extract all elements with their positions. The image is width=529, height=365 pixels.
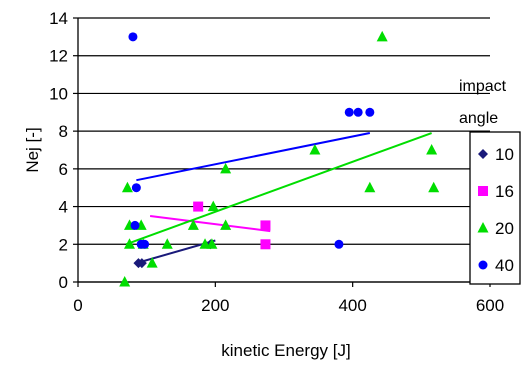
x-axis-label: kinetic Energy [J] — [221, 341, 350, 360]
trendline-series-16 — [149, 215, 271, 233]
y-tick-label-0: 0 — [59, 273, 68, 292]
y-axis-label: Nej [-] — [23, 127, 42, 172]
point-series-40-6 — [344, 107, 354, 117]
legend-title-line-2: angle — [459, 110, 498, 127]
y-tick-label-10: 10 — [49, 84, 68, 103]
x-tick-label-200: 200 — [201, 296, 229, 315]
legend-marker-10 — [478, 149, 488, 159]
legend-box — [469, 131, 521, 285]
y-tick-label-4: 4 — [59, 198, 68, 217]
point-series-20-7 — [161, 238, 173, 249]
point-series-40-8 — [365, 107, 375, 117]
point-series-20-17 — [426, 144, 438, 155]
x-tick-label-400: 400 — [338, 296, 366, 315]
point-series-20-6 — [146, 257, 158, 268]
point-series-20-11 — [207, 200, 219, 212]
trendline-series-20 — [125, 132, 432, 246]
point-series-10-1 — [136, 258, 147, 269]
x-tick-label-600: 600 — [476, 296, 504, 315]
point-series-20-12 — [220, 162, 232, 174]
point-series-16-0 — [193, 201, 204, 212]
legend: impact angle 10 16 20 40 — [459, 78, 521, 285]
point-series-40-4 — [140, 239, 150, 249]
point-series-16-1 — [260, 220, 271, 231]
point-series-40-1 — [130, 220, 140, 230]
y-tick-label-8: 8 — [59, 122, 68, 141]
y-tick-label-2: 2 — [59, 235, 68, 254]
point-series-20-2 — [124, 238, 135, 249]
point-series-20-13 — [220, 219, 232, 230]
point-series-20-0 — [119, 276, 131, 287]
data-points — [119, 30, 440, 287]
point-series-20-15 — [364, 181, 376, 193]
point-series-40-0 — [128, 32, 138, 42]
axes — [73, 17, 491, 287]
legend-label-40: 40 — [495, 256, 514, 275]
x-tick-label-0: 0 — [73, 296, 82, 315]
legend-marker-40 — [478, 260, 488, 270]
legend-label-20: 20 — [495, 219, 514, 238]
trendlines — [125, 132, 432, 265]
trendline-series-40 — [136, 132, 371, 182]
y-tick-label-14: 14 — [49, 9, 68, 28]
point-series-20-14 — [309, 144, 321, 155]
point-series-20-10 — [206, 238, 218, 249]
point-series-20-16 — [376, 30, 388, 42]
y-tick-label-12: 12 — [49, 47, 68, 66]
point-series-40-5 — [334, 239, 344, 249]
point-series-20-18 — [428, 181, 440, 193]
legend-label-10: 10 — [495, 145, 514, 164]
point-series-20-1 — [121, 181, 133, 193]
legend-marker-16 — [478, 186, 488, 196]
point-series-40-2 — [131, 183, 141, 193]
legend-label-16: 16 — [495, 182, 514, 201]
point-series-40-7 — [353, 107, 363, 117]
legend-marker-20 — [477, 222, 489, 233]
legend-title-line-1: impact — [459, 78, 507, 95]
point-series-16-2 — [260, 239, 271, 250]
point-series-20-8 — [187, 219, 199, 230]
y-tick-label-6: 6 — [59, 160, 68, 179]
tick-labels: 0 2 4 6 8 10 12 14 0 200 400 600 — [49, 9, 504, 315]
